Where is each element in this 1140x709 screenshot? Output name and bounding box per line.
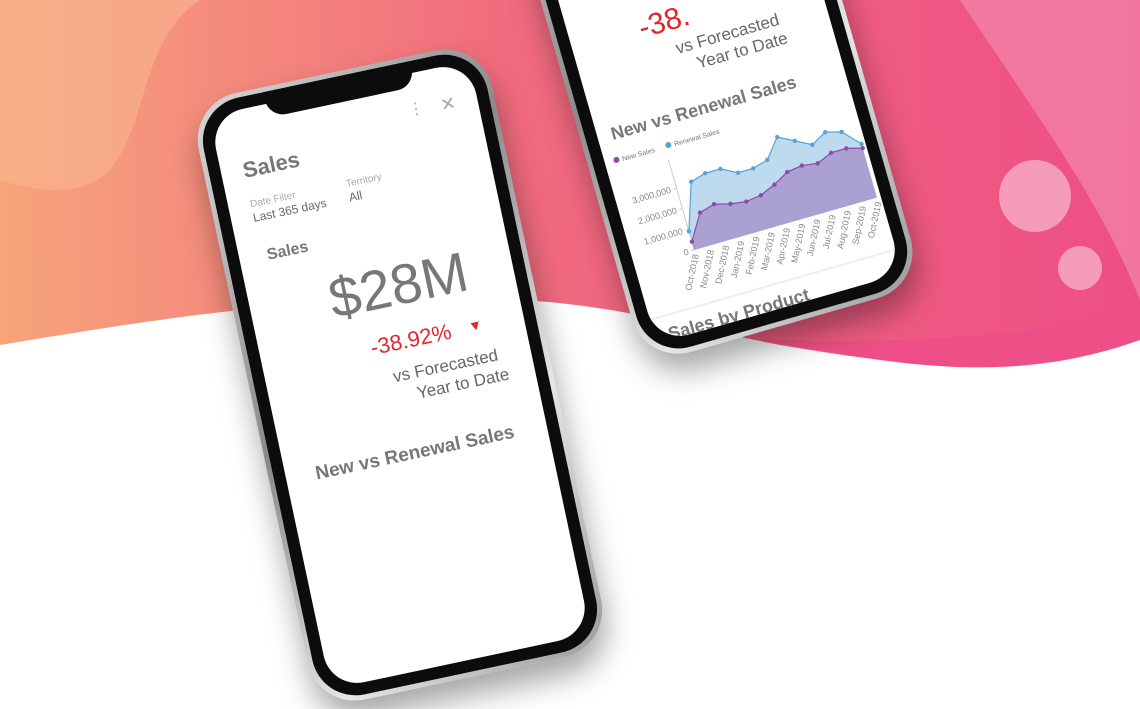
y-tick-label: 2,000,000 (637, 206, 678, 227)
kpi-change: -38.92% (368, 318, 454, 361)
point (688, 179, 694, 184)
point (823, 129, 828, 135)
point (728, 201, 733, 207)
x-tick: May-2019 (789, 223, 807, 264)
point (844, 146, 849, 151)
point (772, 182, 777, 187)
point (735, 170, 741, 175)
point (799, 163, 805, 168)
point (828, 150, 834, 155)
point (697, 210, 703, 215)
menu-button[interactable]: ⋮ (406, 99, 426, 120)
point (686, 229, 692, 234)
point (751, 166, 756, 171)
x-tick: Mar-2019 (759, 231, 777, 271)
point (810, 142, 815, 147)
area (691, 148, 877, 250)
point (758, 192, 764, 198)
x-tick-label: Oct-2019 (866, 201, 883, 239)
x-tick-label: Sep-2019 (850, 205, 868, 245)
point (839, 129, 844, 135)
point (765, 157, 770, 163)
section-title: New vs Renewal Sales (313, 421, 517, 485)
x-tick: Dec-2018 (713, 244, 731, 284)
legend-label: New Sales (622, 147, 657, 163)
blob (760, 300, 1140, 368)
x-tick: Oct-2019 (866, 201, 883, 239)
y-tick-label: 3,000,000 (631, 185, 672, 206)
chart: New Sales Renewal Sales 01,000,0002,000,00… (613, 128, 883, 292)
tick-mark (679, 208, 683, 211)
blob (0, 0, 200, 190)
point (744, 199, 749, 204)
y-axis (667, 159, 695, 251)
circle (1058, 246, 1102, 290)
point (859, 141, 864, 147)
point (815, 161, 820, 166)
x-tick: Sep-2019 (850, 205, 868, 245)
legend-label: Renewal Sales (674, 128, 721, 148)
page-title: Sales (240, 146, 302, 183)
point (785, 169, 790, 175)
screen: -38. vs Forecasted Year to Date New vs R… (495, 0, 903, 344)
filter-label: Territory (345, 171, 383, 190)
filter-value[interactable]: All (347, 188, 364, 205)
point (711, 201, 717, 207)
point (718, 166, 723, 172)
phone-right: -38. vs Forecasted Year to Date New vs R… (474, 0, 924, 365)
point (703, 171, 708, 176)
area (688, 131, 877, 250)
point (792, 138, 797, 144)
down-arrow: ▼ (466, 316, 484, 335)
kpi-value: $28M (323, 239, 474, 331)
phone-body: -38. vs Forecasted Year to Date New vs R… (480, 0, 918, 359)
circle (999, 160, 1071, 232)
point (774, 134, 780, 140)
kpi-title: Sales (265, 238, 310, 264)
close-button[interactable]: ✕ (438, 92, 458, 116)
x-tick: Jun-2019 (805, 218, 823, 257)
point (689, 239, 695, 244)
x-tick-label: Jun-2019 (805, 218, 823, 257)
x-tick-label: Mar-2019 (759, 231, 777, 271)
blob (960, 0, 1140, 300)
legend-marker (613, 156, 620, 163)
x-tick-label: Dec-2018 (713, 244, 731, 284)
y-tick-label: 1,000,000 (643, 226, 684, 247)
x-tick-label: May-2019 (789, 223, 807, 264)
legend-marker (665, 142, 672, 149)
tick-mark (685, 228, 689, 231)
point (860, 145, 865, 151)
y-tick-label: 0 (682, 247, 690, 258)
